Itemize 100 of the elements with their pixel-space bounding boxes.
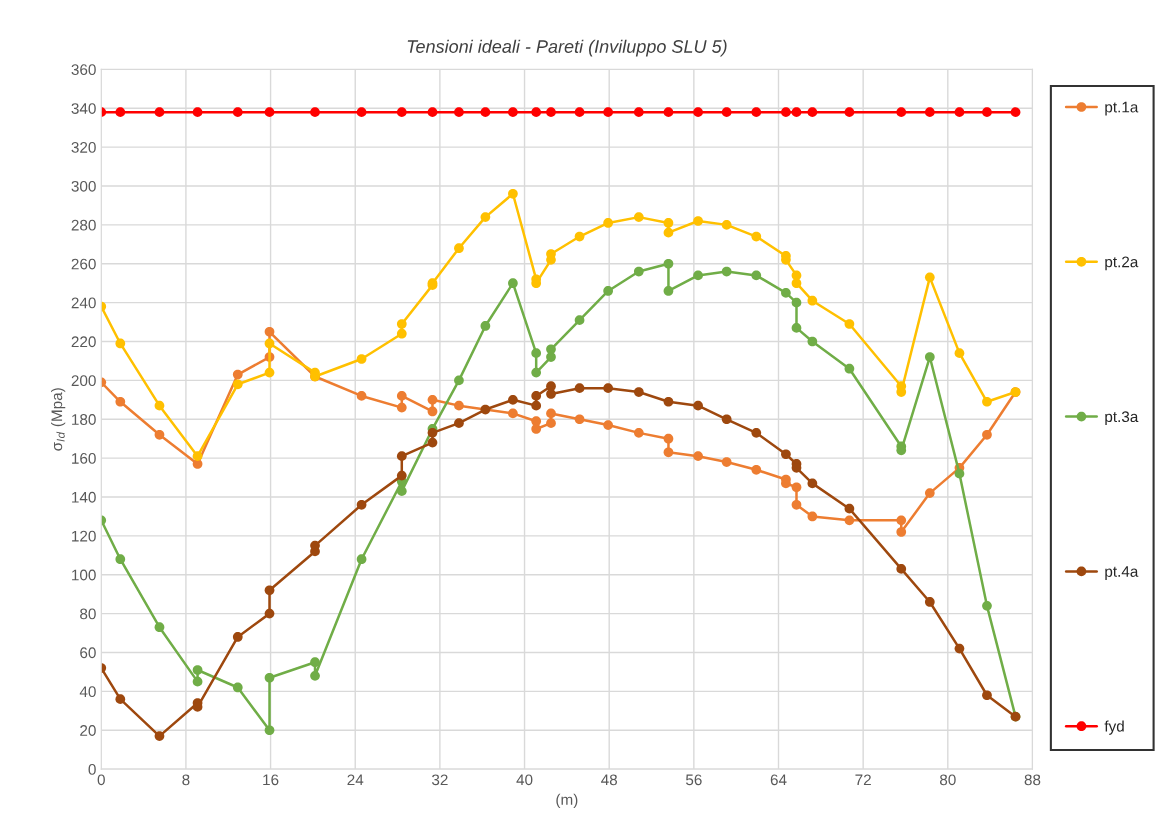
point [531,348,542,359]
point [721,220,732,230]
point [693,270,703,281]
point [663,218,674,228]
point [954,468,965,479]
point [115,338,126,349]
point [192,665,203,675]
point [721,414,732,425]
point [232,369,243,380]
point [844,107,855,118]
point [154,107,165,118]
point [480,404,491,415]
point [781,107,791,118]
y-tick-label: 240 [71,297,96,309]
point [807,336,818,347]
y-tick-label: 360 [71,64,96,76]
point [751,270,762,281]
y-tick-label: 200 [71,375,96,387]
point [721,457,732,467]
x-tick-label: 72 [855,774,871,786]
point [693,451,703,462]
point [982,429,992,440]
point [264,725,275,736]
x-tick-label: 80 [939,774,956,786]
point [663,433,674,444]
point [232,379,243,390]
legend-label: pt.1a [1105,101,1139,116]
x-tick-label: 8 [182,774,190,786]
point [693,216,703,226]
point [427,437,438,448]
point [427,394,438,405]
x-tick-label: 88 [1024,774,1041,786]
point [781,288,791,298]
point [954,348,965,359]
point [633,212,644,222]
point [396,486,407,497]
point [603,286,613,296]
point [1010,107,1021,118]
point [356,554,367,565]
x-axis-title: (m) [556,793,578,809]
x-tick-label: 56 [685,774,702,786]
point [807,478,818,489]
y-tick-label: 300 [71,180,96,192]
point [396,391,407,401]
point [924,352,935,362]
x-tick-label: 0 [97,774,105,786]
x-tick-label: 40 [516,774,533,786]
point [264,107,275,118]
point [896,527,907,537]
point [844,363,855,374]
point [633,107,644,118]
y-tick-label: 220 [71,336,96,348]
legend-label: fyd [1104,720,1124,735]
point [454,243,464,254]
y-tick-label: 280 [71,219,96,231]
point [154,622,165,633]
point [546,107,556,118]
point [454,107,464,118]
point [427,406,438,417]
point [356,107,367,118]
point [115,107,126,118]
point [844,319,855,329]
point [721,107,732,118]
point [546,408,556,419]
point [396,107,407,118]
point [924,488,935,498]
point [356,499,367,510]
y-axis-title: σ$_{Id}$ (Mpa) [51,388,66,451]
point [603,218,613,228]
point [264,326,275,337]
point [232,682,243,693]
point [264,672,275,683]
point [663,107,674,118]
point [427,107,438,118]
point [531,400,542,411]
point [480,321,491,331]
point [693,400,703,411]
point [807,295,818,306]
point [896,515,907,526]
point [574,383,585,394]
y-tick-label: 140 [72,491,96,503]
point [480,107,491,118]
point [232,107,243,118]
point [310,670,320,681]
point [633,428,644,438]
point [751,428,762,438]
point [264,367,275,378]
point [982,600,992,611]
point [310,657,320,668]
point [192,107,203,118]
point [721,266,732,277]
point [310,107,320,118]
legend-label: pt.4a [1105,566,1139,580]
point [546,418,556,428]
point [454,400,464,411]
x-tick-label: 24 [347,774,364,786]
point [924,272,935,283]
point [508,107,518,118]
y-tick-label: 340 [71,103,96,114]
y-tick-label: 120 [72,530,96,542]
